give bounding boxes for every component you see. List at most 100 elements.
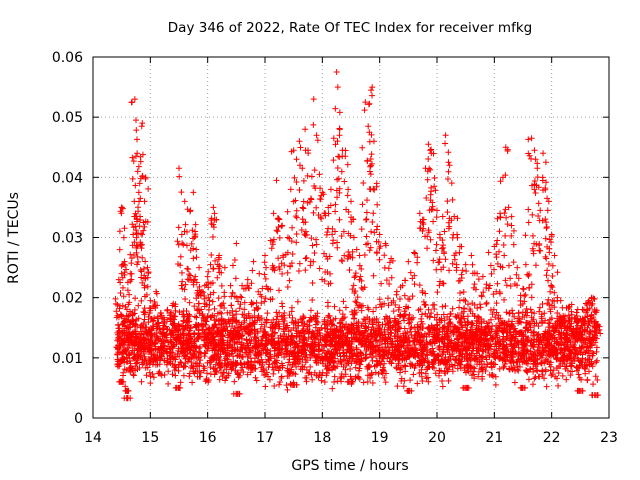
- data-point: [582, 370, 589, 377]
- data-point: [278, 373, 285, 380]
- data-point: [507, 340, 514, 347]
- data-point: [211, 305, 218, 312]
- data-point: [411, 364, 418, 371]
- data-point: [267, 353, 274, 360]
- data-point: [433, 316, 440, 323]
- data-point: [305, 370, 312, 377]
- data-point: [524, 347, 531, 354]
- data-point: [197, 369, 204, 376]
- data-point: [442, 303, 449, 310]
- data-point: [475, 325, 482, 332]
- data-point: [492, 373, 499, 380]
- data-point: [352, 352, 359, 359]
- data-point: [276, 379, 283, 386]
- data-point: [388, 330, 395, 337]
- data-point: [252, 374, 259, 381]
- data-point: [388, 360, 395, 367]
- data-point: [591, 318, 598, 325]
- data-point: [463, 327, 470, 334]
- data-point: [372, 369, 379, 376]
- data-point: [226, 360, 233, 367]
- data-point: [138, 297, 145, 304]
- data-point: [202, 378, 209, 385]
- data-point: [423, 375, 430, 382]
- data-point: [584, 377, 591, 384]
- data-point: [533, 336, 540, 343]
- data-point: [376, 338, 383, 345]
- data-point: [444, 359, 451, 366]
- data-point: [446, 319, 453, 326]
- data-point: [157, 310, 164, 317]
- data-point: [361, 343, 368, 350]
- data-point: [406, 311, 413, 318]
- data-point: [554, 375, 561, 382]
- data-point: [115, 322, 122, 329]
- data-point: [505, 318, 512, 325]
- data-point: [368, 354, 375, 361]
- data-point: [424, 358, 431, 365]
- data-point: [395, 333, 402, 340]
- data-point: [360, 316, 367, 323]
- data-point: [117, 334, 124, 341]
- data-point: [229, 316, 236, 323]
- data-point: [369, 357, 376, 364]
- data-point: [355, 367, 362, 374]
- data-point: [316, 346, 323, 353]
- data-point: [221, 357, 228, 364]
- data-point: [174, 350, 181, 357]
- data-point: [574, 367, 581, 374]
- data-point: [337, 358, 344, 365]
- data-point: [258, 321, 265, 328]
- data-point: [257, 325, 264, 332]
- data-point: [424, 374, 431, 381]
- data-point: [317, 337, 324, 344]
- data-point: [181, 352, 188, 359]
- data-point: [212, 368, 219, 375]
- data-point: [492, 381, 499, 388]
- data-point: [143, 340, 150, 347]
- data-point: [419, 377, 426, 384]
- data-point: [469, 372, 476, 379]
- data-point: [441, 340, 448, 347]
- data-point: [531, 375, 538, 382]
- data-point: [496, 365, 503, 372]
- data-point: [375, 370, 382, 377]
- data-point: [250, 320, 257, 327]
- data-point: [448, 361, 455, 368]
- data-point: [528, 294, 535, 301]
- data-point: [495, 315, 502, 322]
- data-point: [479, 355, 486, 362]
- data-point: [453, 314, 460, 321]
- data-point: [258, 315, 265, 322]
- data-point: [473, 326, 480, 333]
- data-point: [280, 321, 287, 328]
- data-point: [514, 339, 521, 346]
- data-point: [439, 303, 446, 310]
- data-point: [572, 338, 579, 345]
- data-point: [284, 373, 291, 380]
- data-point: [216, 376, 223, 383]
- data-point: [264, 347, 271, 354]
- data-point: [285, 368, 292, 375]
- data-point: [168, 309, 175, 316]
- data-point: [450, 331, 457, 338]
- data-point: [407, 325, 414, 332]
- data-point: [429, 324, 436, 331]
- data-point: [363, 347, 370, 354]
- data-point: [303, 351, 310, 358]
- data-point: [455, 359, 462, 366]
- data-point: [331, 379, 338, 386]
- data-point: [321, 316, 328, 323]
- data-point: [541, 375, 548, 382]
- data-point: [241, 361, 248, 368]
- data-point: [529, 381, 536, 388]
- data-point: [339, 311, 346, 318]
- data-point: [277, 332, 284, 339]
- data-point: [230, 353, 237, 360]
- data-point: [247, 355, 254, 362]
- data-point: [309, 338, 316, 345]
- data-point: [244, 371, 251, 378]
- data-point: [410, 371, 417, 378]
- data-point: [293, 363, 300, 370]
- data-point: [214, 350, 221, 357]
